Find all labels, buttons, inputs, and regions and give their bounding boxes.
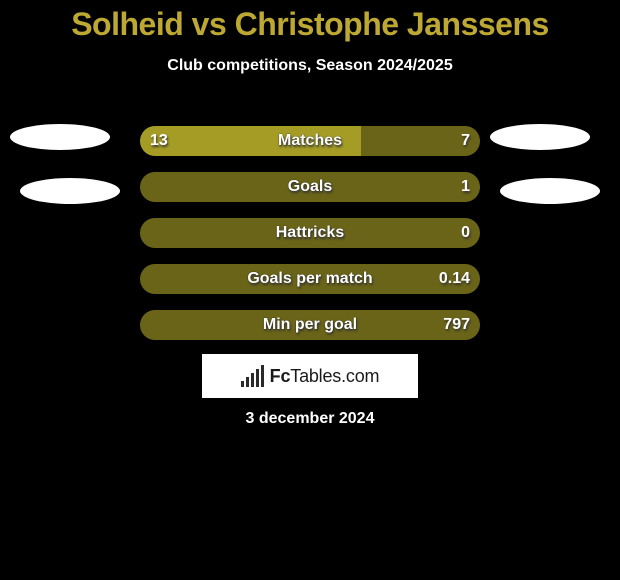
logo-bars-icon (241, 365, 264, 387)
bar-track (140, 310, 480, 340)
page-title: Solheid vs Christophe Janssens (0, 0, 620, 43)
footer-logo: FcTables.com (202, 354, 418, 398)
chart-area: Matches137Goals1Hattricks0Goals per matc… (0, 118, 620, 348)
logo-text-b: Tables (290, 366, 341, 386)
logo-text-a: Fc (270, 366, 291, 386)
logo-text-c: .com (341, 366, 379, 386)
player-photo-placeholder (500, 178, 600, 204)
bar-track (140, 264, 480, 294)
bar-track (140, 218, 480, 248)
stat-row: Hattricks0 (0, 210, 620, 256)
bar-right (140, 218, 480, 248)
bar-track (140, 126, 480, 156)
player-photo-placeholder (10, 124, 110, 150)
player-photo-placeholder (490, 124, 590, 150)
stat-row: Min per goal797 (0, 302, 620, 348)
stat-row: Goals per match0.14 (0, 256, 620, 302)
bar-right (361, 126, 480, 156)
logo-text: FcTables.com (270, 366, 380, 387)
bar-right (140, 310, 480, 340)
bar-track (140, 172, 480, 202)
comparison-infographic: Solheid vs Christophe Janssens Club comp… (0, 0, 620, 580)
page-subtitle: Club competitions, Season 2024/2025 (0, 57, 620, 75)
footer-date: 3 december 2024 (0, 410, 620, 428)
player-photo-placeholder (20, 178, 120, 204)
bar-right (140, 264, 480, 294)
bar-left (140, 126, 361, 156)
bar-right (140, 172, 480, 202)
